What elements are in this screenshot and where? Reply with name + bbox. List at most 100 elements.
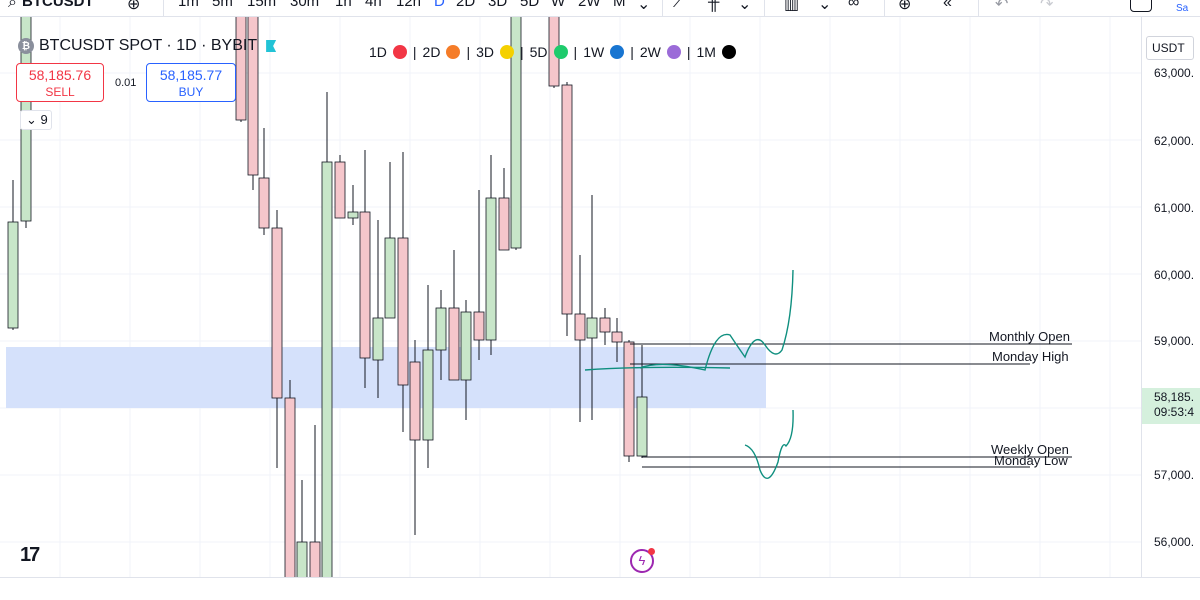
candle-body (271, 227, 283, 399)
timeframe-4h[interactable]: 4h (365, 0, 382, 10)
axis-label-63000: 63,000. (1154, 66, 1195, 80)
interval-1d-dot (392, 45, 407, 59)
indicator-count: 9 (40, 112, 48, 127)
timeframe-30m[interactable]: 30m (290, 0, 320, 10)
candle-body (397, 237, 409, 386)
replay-icon[interactable]: « (943, 0, 952, 11)
highlight-zone (6, 347, 766, 408)
layout-icon[interactable] (1130, 0, 1152, 12)
last-price-tag: 58,185. 09:53:4 (1142, 388, 1200, 424)
weekly-open-label: Weekly Open (991, 442, 1069, 457)
candle-body (384, 237, 396, 319)
interval-legend: 1D | 2D | 3D | 5D | 1W | 2W | 1M (369, 44, 736, 60)
candles-icon[interactable]: ╫ (708, 0, 720, 11)
bar-chart-icon[interactable]: ▥ (784, 0, 800, 13)
timeframe-2w[interactable]: 2W (578, 0, 601, 10)
candle-body (7, 221, 19, 329)
search-icon[interactable]: ⌕ (8, 0, 17, 11)
axis-label-60000: 60,000. (1154, 268, 1195, 282)
candle-body (599, 317, 611, 333)
spread-value: 0.01 (115, 77, 137, 89)
separator: | (573, 44, 578, 60)
candle-body (460, 311, 472, 381)
axis-label-59000: 59,000. (1154, 334, 1195, 348)
candle-body (347, 211, 359, 219)
line-chart-icon[interactable]: ⟋ (673, 0, 685, 11)
interval-1w-dot (610, 45, 625, 59)
toolbar-divider (163, 0, 164, 16)
indicators-collapse-button[interactable]: ⌄ 9 (20, 110, 52, 130)
timeframe-1m[interactable]: 1m (178, 0, 199, 10)
drawing-flat-line (584, 366, 731, 371)
candle-body (235, 16, 247, 121)
timeframe-1h[interactable]: 1h (335, 0, 352, 10)
timeframe-3d[interactable]: 3D (488, 0, 508, 10)
lightning-icon[interactable]: ϟ (630, 548, 655, 573)
candle-body (435, 307, 447, 351)
interval-1w: 1W (583, 44, 625, 60)
chevron-down-icon[interactable]: ⌄ (738, 0, 752, 13)
candle-body (258, 177, 270, 229)
candle-body (372, 317, 384, 361)
candle-body (334, 161, 346, 219)
candle-body (623, 341, 635, 457)
flag-icon[interactable] (266, 40, 277, 52)
currency-selector[interactable]: USDT (1146, 36, 1194, 60)
toolbar-divider (978, 0, 979, 16)
interval-3d: 3D (476, 44, 514, 60)
toolbar-divider (764, 0, 765, 16)
interval-5d: 5D (530, 44, 568, 60)
monday-high-label: Monday High (992, 349, 1069, 364)
indicators-icon[interactable]: ∞ (848, 0, 860, 11)
timeframe-15m[interactable]: 15m (247, 0, 277, 10)
axis-label-61000: 61,000. (1154, 201, 1195, 215)
timeframe-2d[interactable]: 2D (456, 0, 476, 10)
drawing-down-projection (744, 409, 794, 479)
sell-price: 58,185.76 (28, 67, 92, 83)
price-chart[interactable] (0, 16, 1141, 578)
chevron-down-icon[interactable]: ⌄ (818, 0, 832, 13)
symbol-legend[interactable]: ₿ BTCUSDT SPOT · 1D · BYBIT (18, 37, 277, 55)
candle-body (561, 84, 573, 315)
buy-price: 58,185.77 (159, 67, 223, 83)
candle-body (574, 313, 586, 341)
interval-1d: 1D (369, 44, 407, 60)
plus-circle-icon[interactable]: ⊕ (127, 0, 141, 13)
candle-body (586, 317, 598, 339)
separator: | (466, 44, 471, 60)
axis-label-62000: 62,000. (1154, 134, 1195, 148)
candle-body (309, 541, 321, 578)
timeframe-5m[interactable]: 5m (212, 0, 233, 10)
symbol-search[interactable]: BTCUSDT (22, 0, 94, 10)
axis-label-56000: 56,000. (1154, 535, 1195, 549)
buy-button[interactable]: 58,185.77 BUY (146, 63, 236, 102)
candle-body (359, 211, 371, 359)
separator: | (520, 44, 524, 60)
toolbar-divider (884, 0, 885, 16)
timeframe-12h[interactable]: 12h (396, 0, 422, 10)
candle-body (247, 16, 259, 176)
chevron-down-icon[interactable]: ⌄ (637, 0, 651, 13)
candle-body (422, 349, 434, 441)
interval-2w: 2W (640, 44, 681, 60)
candle-body (611, 331, 623, 343)
timeframe-d[interactable]: D (434, 0, 445, 10)
interval-2w-dot (666, 45, 681, 59)
candle-body (284, 397, 296, 578)
timeframe-m[interactable]: M (613, 0, 626, 10)
timeframe-w[interactable]: W (551, 0, 566, 10)
last-price: 58,185. (1154, 390, 1195, 404)
toolbar-divider (662, 0, 663, 16)
buy-label: BUY (178, 85, 204, 99)
timeframe-5d[interactable]: 5D (520, 0, 540, 10)
tradingview-logo[interactable]: 17 (20, 544, 40, 566)
candle-body (296, 541, 308, 578)
undo-icon[interactable]: ↶ (995, 0, 1009, 13)
bitcoin-icon: ₿ (18, 38, 34, 54)
interval-3d-dot (500, 45, 514, 59)
alert-plus-icon[interactable]: ⊕ (898, 0, 912, 13)
redo-icon[interactable]: ↷ (1040, 0, 1054, 13)
sell-button[interactable]: 58,185.76 SELL (16, 63, 104, 102)
bar-countdown: 09:53:4 (1154, 405, 1195, 419)
symbol-title[interactable]: BTCUSDT SPOT · 1D · BYBIT (39, 37, 258, 54)
